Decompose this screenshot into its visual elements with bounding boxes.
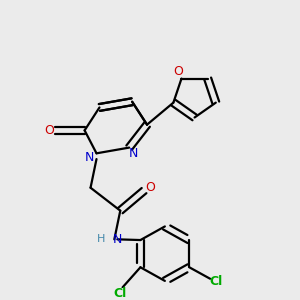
Text: O: O bbox=[145, 181, 155, 194]
Text: Cl: Cl bbox=[113, 286, 126, 300]
Text: O: O bbox=[44, 124, 54, 137]
Text: Cl: Cl bbox=[209, 275, 223, 288]
Text: H: H bbox=[97, 234, 105, 244]
Text: N: N bbox=[112, 233, 122, 246]
Text: N: N bbox=[84, 151, 94, 164]
Text: N: N bbox=[129, 147, 138, 160]
Text: O: O bbox=[174, 65, 183, 78]
